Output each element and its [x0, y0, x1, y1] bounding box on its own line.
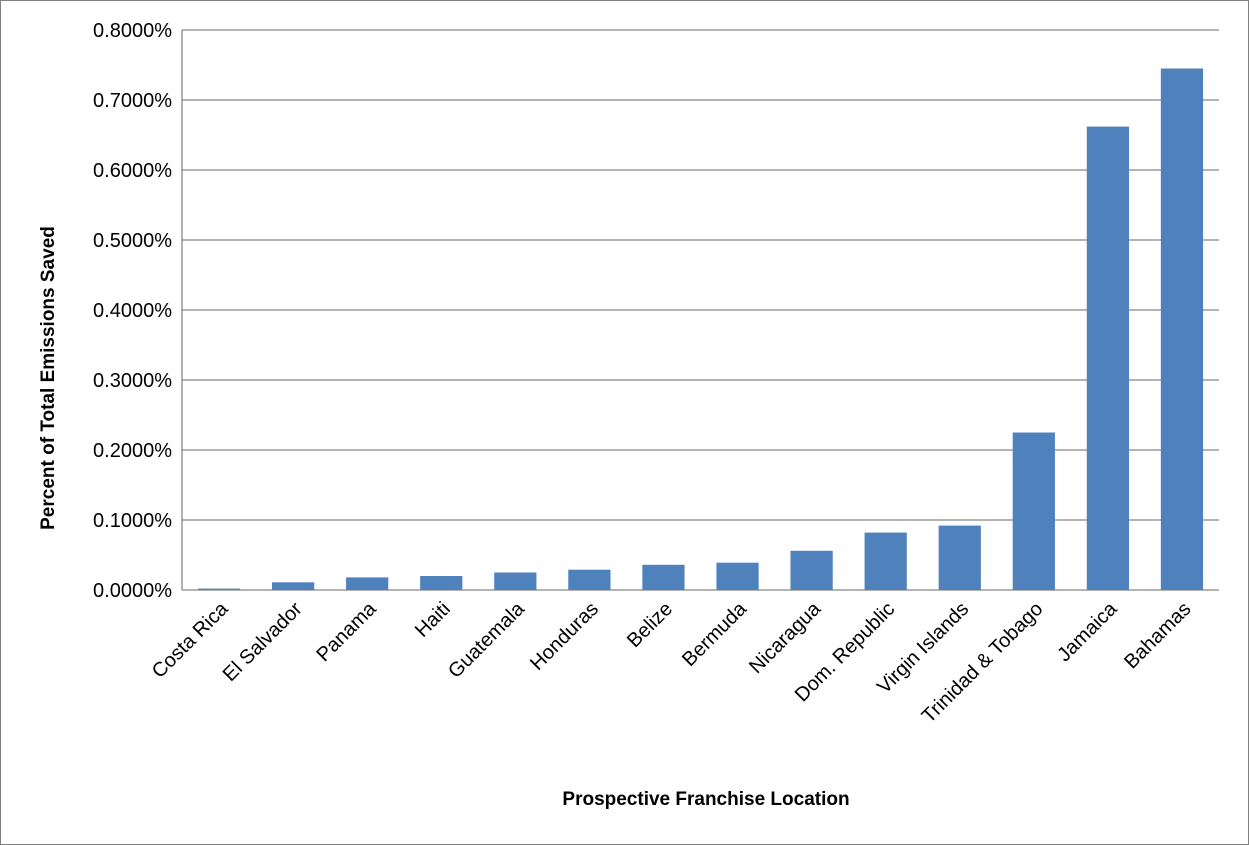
y-axis-title: Percent of Total Emissions Saved	[38, 226, 59, 530]
bar-bahamas	[1160, 68, 1204, 590]
x-tick-label: Belize	[623, 598, 677, 652]
bar-panama	[346, 577, 389, 590]
x-tick-label: Jamaica	[1053, 597, 1122, 666]
bar-belize	[642, 564, 685, 590]
y-tick-label: 0.7000%	[93, 90, 172, 112]
x-tick-label: Bermuda	[678, 597, 752, 671]
y-tick-label: 0.2000%	[93, 440, 172, 462]
x-tick-label: Guatemala	[444, 597, 529, 682]
x-tick-label: Nicaragua	[745, 597, 826, 678]
bar-haiti	[420, 576, 463, 590]
y-tick-label: 0.6000%	[93, 160, 172, 182]
x-axis-title: Prospective Franchise Location	[562, 789, 849, 810]
x-tick-label: Haiti	[411, 598, 455, 642]
y-tick-label: 0.8000%	[93, 20, 172, 42]
bar-jamaica	[1086, 126, 1130, 590]
bar-trinidad-tobago	[1012, 432, 1055, 590]
bar-honduras	[568, 569, 611, 590]
y-tick-labels: 0.0000% 0.1000% 0.2000% 0.3000% 0.4000% 0.500…	[93, 20, 172, 602]
y-tick-label: 0.0000%	[93, 580, 172, 602]
bar-virgin-islands	[938, 525, 981, 590]
x-tick-label: El Salvador	[219, 598, 307, 686]
bar-bermuda	[716, 562, 759, 590]
bar-costa-rica	[197, 588, 241, 590]
x-tick-label: Bahamas	[1120, 598, 1195, 673]
y-tick-label: 0.1000%	[93, 510, 172, 532]
x-tick-label: Panama	[312, 597, 381, 666]
bar-nicaragua	[790, 550, 833, 590]
bar-el-salvador	[271, 582, 315, 590]
x-tick-label: Honduras	[526, 598, 603, 675]
bars	[197, 68, 1204, 590]
bar-dom-republic	[864, 532, 907, 590]
gridlines	[181, 29, 1219, 591]
y-tick-label: 0.3000%	[93, 370, 172, 392]
bar-guatemala	[494, 572, 537, 590]
y-tick-label: 0.4000%	[93, 300, 172, 322]
y-tick-label: 0.5000%	[93, 230, 172, 252]
